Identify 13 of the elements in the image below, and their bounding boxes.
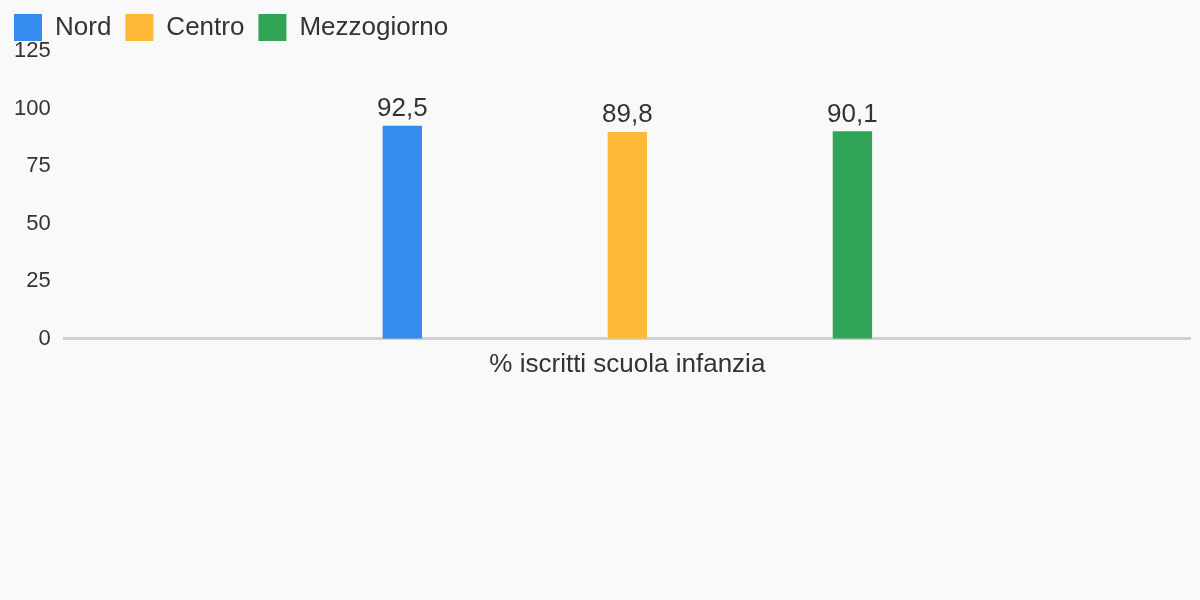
data-label: 92,5 <box>376 92 428 122</box>
data-label: 90,1 <box>827 97 878 128</box>
y-tick-label: 75 <box>26 152 51 178</box>
legend-label: Centro <box>166 10 245 41</box>
legend-label: Nord <box>55 10 112 41</box>
y-tick-label: 125 <box>13 37 51 63</box>
data-label: 89,8 <box>602 98 653 129</box>
y-tick-label: 100 <box>13 94 51 120</box>
y-tick-label: 0 <box>38 324 51 350</box>
y-tick-label: 25 <box>26 267 51 293</box>
x-tick-label: % iscritti scuola infanzia <box>489 347 766 378</box>
y-tick-label: 50 <box>26 209 51 235</box>
legend-label: Mezzogiorno <box>299 10 449 41</box>
